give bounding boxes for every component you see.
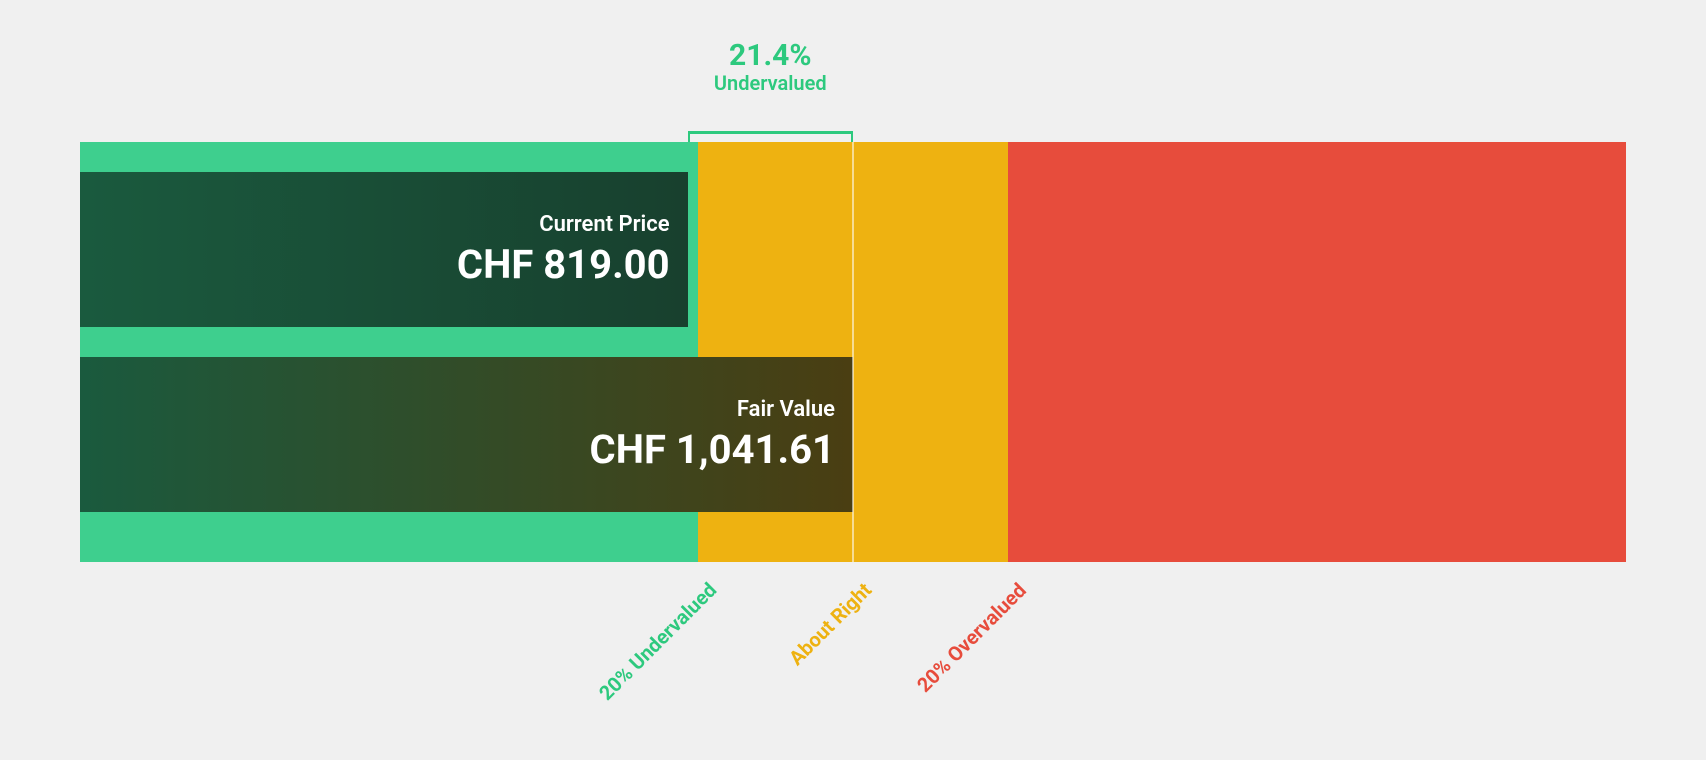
axis-label: 20% Undervalued bbox=[594, 578, 721, 705]
bar-label-fair_value: Fair Value bbox=[590, 397, 835, 422]
bar-label-current_price: Current Price bbox=[457, 212, 670, 237]
valuation-band-container: Current Price CHF 819.00 Fair Value CHF 1,0… bbox=[80, 142, 1626, 562]
bar-value-fair_value: CHF 1,041.61 bbox=[590, 426, 835, 473]
valuation-chart: 21.4% Undervalued Current Price CHF 819.0… bbox=[80, 38, 1626, 732]
valuation-percent: 21.4% bbox=[690, 38, 850, 73]
bar-current_price: Current Price CHF 819.00 bbox=[80, 172, 688, 327]
axis-label: About Right bbox=[784, 578, 876, 670]
valuation-status: Undervalued bbox=[690, 71, 850, 95]
valuation-percent-block: 21.4% Undervalued bbox=[690, 38, 850, 95]
axis-labels: 20% Undervalued About Right 20% Overvalued bbox=[80, 562, 1626, 732]
bar-value-current_price: CHF 819.00 bbox=[457, 241, 670, 288]
valuation-range-underline bbox=[688, 131, 853, 134]
axis-label: 20% Overvalued bbox=[912, 578, 1031, 697]
bar-fair_value: Fair Value CHF 1,041.61 bbox=[80, 357, 853, 512]
fair-value-marker-line bbox=[852, 142, 854, 562]
chart-header: 21.4% Undervalued bbox=[80, 38, 1626, 142]
